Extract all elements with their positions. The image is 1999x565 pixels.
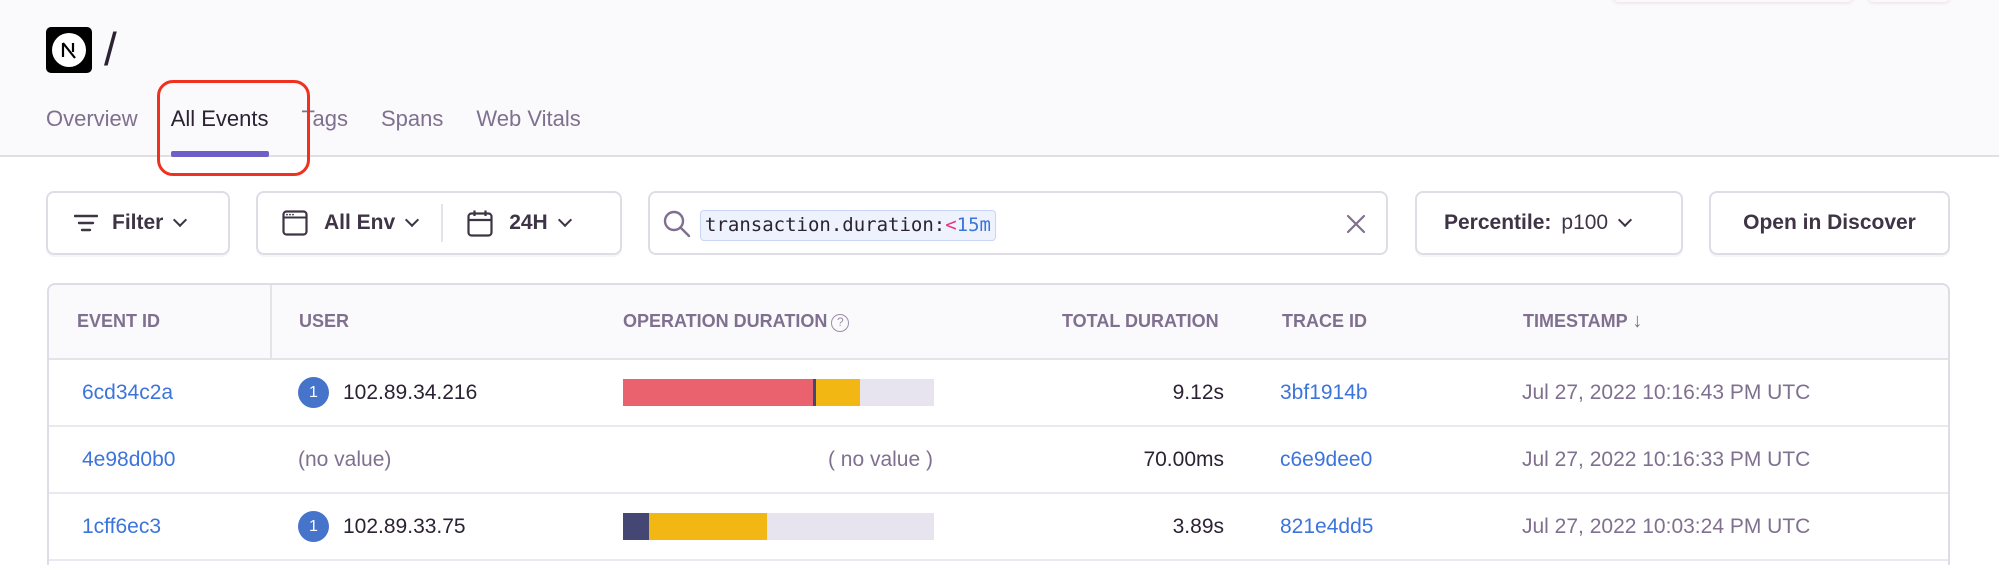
chevron-down-icon xyxy=(557,212,572,228)
column-divider[interactable] xyxy=(270,285,272,358)
search-token-value: 15m xyxy=(956,214,991,236)
duration-segment xyxy=(813,379,816,406)
table-row: 1cff6ec3 1 102.89.33.75 3.89s 821e4dd5 Ju… xyxy=(49,494,1948,561)
timestamp: Jul 27, 2022 10:16:33 PM UTC xyxy=(1522,448,1811,471)
page-header: / Overview All Events Tags Spans Web Vit… xyxy=(0,0,1999,157)
user-ip: 102.89.33.75 xyxy=(343,515,466,538)
column-header-label: OPERATION DURATION xyxy=(623,311,828,331)
table-row: 6cd34c2a 1 102.89.34.216 9.12s 3bf1914b J… xyxy=(49,360,1948,427)
tab-bar: Overview All Events Tags Spans Web Vital… xyxy=(46,100,614,157)
chevron-down-icon xyxy=(173,212,188,228)
tab-tags[interactable]: Tags xyxy=(301,106,348,131)
date-range-selector[interactable]: 24H xyxy=(443,193,572,253)
date-range-label: 24H xyxy=(509,211,548,234)
column-header-timestamp[interactable]: TIMESTAMP ↓ xyxy=(1523,285,1642,358)
avatar: 1 xyxy=(298,377,329,408)
search-token[interactable]: transaction.duration:<15m xyxy=(700,210,996,241)
percentile-value: p100 xyxy=(1561,211,1609,234)
column-header-label: TIMESTAMP xyxy=(1523,311,1628,331)
timestamp: Jul 27, 2022 10:16:43 PM UTC xyxy=(1522,381,1811,404)
total-duration: 70.00ms xyxy=(1143,448,1224,471)
operation-duration-bar[interactable] xyxy=(623,379,934,406)
trace-id-link[interactable]: 3bf1914b xyxy=(1280,381,1368,404)
duration-segment xyxy=(649,513,767,540)
chevron-down-icon xyxy=(1618,212,1633,228)
sort-arrow-down-icon: ↓ xyxy=(1632,310,1643,332)
column-header-total-duration[interactable]: TOTAL DURATION xyxy=(1062,311,1219,331)
column-header-operation-duration[interactable]: OPERATION DURATION? xyxy=(623,285,850,358)
page-title: / xyxy=(104,23,117,75)
page-filter-group: All Env 24H xyxy=(256,191,622,255)
timestamp: Jul 27, 2022 10:03:24 PM UTC xyxy=(1522,515,1811,538)
trace-id-link[interactable]: 821e4dd5 xyxy=(1280,515,1374,538)
environment-selector[interactable]: All Env xyxy=(258,193,420,253)
nextjs-logo-icon xyxy=(46,27,92,73)
filter-label: Filter xyxy=(112,211,164,234)
user-cell: 1 102.89.33.75 xyxy=(298,494,466,559)
search-token-operator: < xyxy=(945,214,957,236)
clear-search-icon[interactable] xyxy=(1344,212,1368,236)
percentile-selector[interactable]: Percentile: p100 xyxy=(1415,191,1683,255)
user-cell: 1 102.89.34.216 xyxy=(298,360,477,425)
search-token-key: transaction.duration: xyxy=(705,214,946,236)
event-id-link[interactable]: 6cd34c2a xyxy=(82,381,174,404)
operation-duration-bar[interactable] xyxy=(623,513,934,540)
tab-overview[interactable]: Overview xyxy=(46,106,138,131)
search-icon xyxy=(663,210,691,238)
filter-button[interactable]: Filter xyxy=(46,191,230,255)
header-action-button[interactable] xyxy=(1613,0,1853,2)
tab-spans[interactable]: Spans xyxy=(381,106,444,131)
user-ip: 102.89.34.216 xyxy=(343,381,478,404)
tab-web-vitals[interactable]: Web Vitals xyxy=(476,106,581,131)
divider xyxy=(441,204,444,242)
percentile-label: Percentile: xyxy=(1444,211,1552,234)
table-header: EVENT ID USER OPERATION DURATION? TOTAL … xyxy=(49,285,1948,360)
calendar-icon xyxy=(467,210,493,237)
filter-icon xyxy=(74,214,98,232)
tab-all-events[interactable]: All Events xyxy=(170,100,269,157)
duration-segment xyxy=(623,513,649,540)
total-duration: 3.89s xyxy=(1172,515,1224,538)
column-header-trace-id[interactable]: TRACE ID xyxy=(1282,311,1367,331)
column-header-user[interactable]: USER xyxy=(299,311,350,331)
column-header-event-id[interactable]: EVENT ID xyxy=(77,311,161,331)
help-icon[interactable]: ? xyxy=(831,314,850,332)
event-id-link[interactable]: 4e98d0b0 xyxy=(82,448,176,471)
header-action-button[interactable] xyxy=(1868,0,1950,2)
window-icon xyxy=(282,210,308,236)
avatar: 1 xyxy=(298,511,329,542)
environment-label: All Env xyxy=(324,211,396,234)
chevron-down-icon xyxy=(405,212,420,228)
table-row: 4e98d0b0 (no value) ( no value ) 70.00ms… xyxy=(49,427,1948,494)
duration-segment xyxy=(623,379,813,406)
user-cell: (no value) xyxy=(298,448,392,471)
event-id-link[interactable]: 1cff6ec3 xyxy=(82,515,162,538)
trace-id-link[interactable]: c6e9dee0 xyxy=(1280,448,1373,471)
open-in-discover-button[interactable]: Open in Discover xyxy=(1709,191,1950,255)
search-input[interactable]: transaction.duration:<15m xyxy=(648,191,1388,255)
duration-segment xyxy=(816,379,860,406)
total-duration: 9.12s xyxy=(1172,381,1224,404)
events-table: EVENT ID USER OPERATION DURATION? TOTAL … xyxy=(47,283,1950,565)
operation-duration-empty: ( no value ) xyxy=(827,448,933,471)
